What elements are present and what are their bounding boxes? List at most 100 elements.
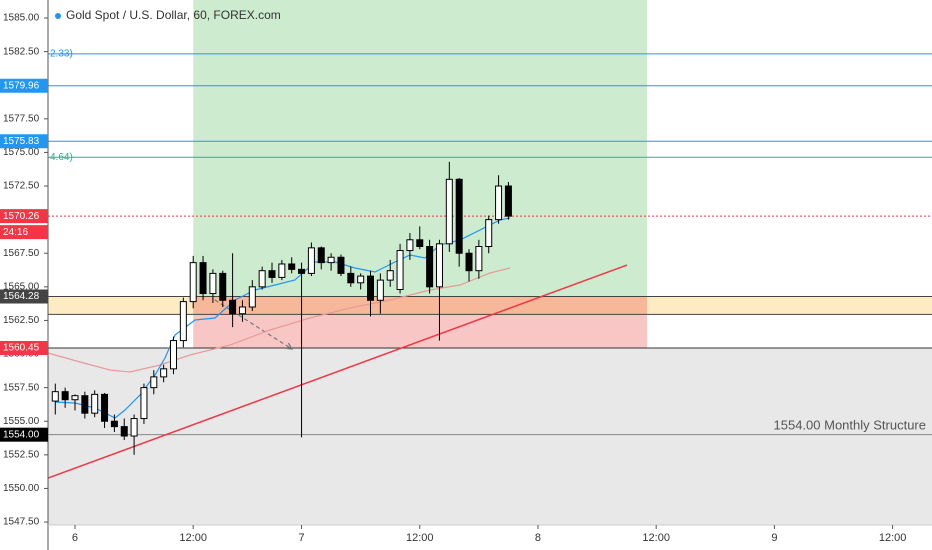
countdown-badge	[0, 225, 48, 240]
zone	[48, 347, 932, 525]
price-badge	[0, 427, 48, 442]
x-tick-label: 8	[535, 532, 541, 544]
candle-body	[475, 246, 483, 272]
y-tick-label: 1565.00	[3, 281, 40, 292]
status-dot	[55, 13, 61, 19]
y-tick-label: 1552.50	[3, 449, 40, 460]
price-badge-label: 1560.45	[3, 343, 40, 354]
x-tick-label: 7	[298, 532, 304, 544]
candle-body	[179, 301, 187, 342]
countdown-label: 24:16	[3, 227, 28, 238]
y-tick-label: 1585.00	[3, 13, 40, 24]
candle-body	[189, 262, 197, 303]
y-tick-label: 1562.50	[3, 315, 40, 326]
axes: 1547.50 1550.00 1552.50 1555.00 1557.50 1560.…	[0, 13, 906, 544]
moving-averages	[47, 217, 511, 419]
candle-body	[169, 340, 177, 370]
annotation: 1554.00 Monthly Structure	[774, 417, 926, 432]
x-tick-label: 12:00	[179, 532, 207, 544]
price-badge-label: 1554.00	[3, 429, 40, 440]
price-badge-label: 1575.83	[3, 136, 40, 147]
candle-body	[327, 256, 335, 264]
candle-body	[416, 239, 424, 248]
price-badge	[0, 209, 48, 224]
candle-body	[130, 418, 138, 437]
price-badge	[0, 134, 48, 149]
trend-line	[47, 264, 628, 479]
candle-body	[445, 178, 453, 245]
candle-body	[386, 270, 394, 281]
y-tick-label: 1567.50	[3, 248, 40, 259]
price-badge	[0, 289, 48, 304]
y-tick-label: 1575.00	[3, 147, 40, 158]
candle-body	[426, 246, 434, 288]
zones	[48, 0, 932, 525]
price-badge-label: 1579.96	[3, 80, 40, 91]
x-tick-label: 12:00	[642, 532, 670, 544]
y-tick-label: 1547.50	[3, 517, 40, 528]
candle-body	[396, 250, 404, 291]
candle-body	[61, 391, 69, 401]
level-tag: 2.33)	[50, 49, 73, 60]
price-badge	[0, 340, 48, 355]
candle-body	[229, 299, 237, 315]
candle-body	[495, 185, 503, 221]
arrow	[214, 299, 293, 350]
candle-body	[110, 420, 118, 428]
zone	[193, 296, 648, 315]
candle-body	[278, 263, 286, 278]
candles	[51, 161, 512, 455]
moving-average-slow	[47, 267, 511, 373]
candle-body	[376, 279, 384, 301]
candle-body	[347, 272, 355, 284]
x-tick-label: 6	[72, 532, 78, 544]
candle-body	[406, 239, 414, 252]
candle-body	[140, 387, 148, 420]
candle-body	[258, 270, 266, 288]
candle-body	[81, 395, 89, 414]
arrow-head	[284, 342, 294, 350]
moving-average-fast	[54, 217, 511, 419]
candle-body	[101, 393, 109, 422]
y-tick-label: 1577.50	[3, 113, 40, 124]
y-tick-label: 1557.50	[3, 382, 40, 393]
zone	[193, 0, 648, 297]
candle-body	[317, 247, 325, 264]
candle-body	[367, 275, 375, 301]
candle-body	[288, 263, 296, 270]
candle-body	[485, 219, 493, 248]
candle-body	[455, 178, 463, 254]
candle-body	[248, 286, 256, 308]
candle-body	[219, 272, 227, 301]
candle-body	[199, 262, 207, 295]
candle-body	[337, 256, 345, 274]
candle-body	[51, 391, 59, 402]
y-tick-label: 1582.50	[3, 46, 40, 57]
candle-body	[71, 395, 79, 401]
candle-body	[298, 268, 306, 274]
time-axis-bg	[0, 525, 932, 550]
candle-body	[120, 426, 128, 437]
candle-body	[307, 247, 315, 274]
y-tick-label: 1555.00	[3, 416, 40, 427]
candle-body	[504, 185, 512, 217]
candle-body	[91, 393, 99, 414]
candle-body	[435, 243, 443, 288]
candle-body	[238, 306, 246, 315]
candle-body	[465, 252, 473, 272]
x-tick-label: 12:00	[879, 532, 907, 544]
y-tick-label: 1572.50	[3, 181, 40, 192]
x-tick-label: 12:00	[406, 532, 434, 544]
candle-body	[209, 272, 217, 295]
chart-title: Gold Spot / U.S. Dollar, 60, FOREX.com	[66, 8, 281, 22]
candle-body	[357, 275, 365, 284]
candle-body	[268, 270, 276, 278]
price-badge	[0, 78, 48, 93]
level-tag: 4.64)	[50, 152, 73, 163]
price-badge-label: 1570.26	[3, 211, 40, 222]
price-badge-label: 1564.28	[3, 291, 40, 302]
x-tick-label: 9	[771, 532, 777, 544]
candle-body	[150, 376, 158, 389]
